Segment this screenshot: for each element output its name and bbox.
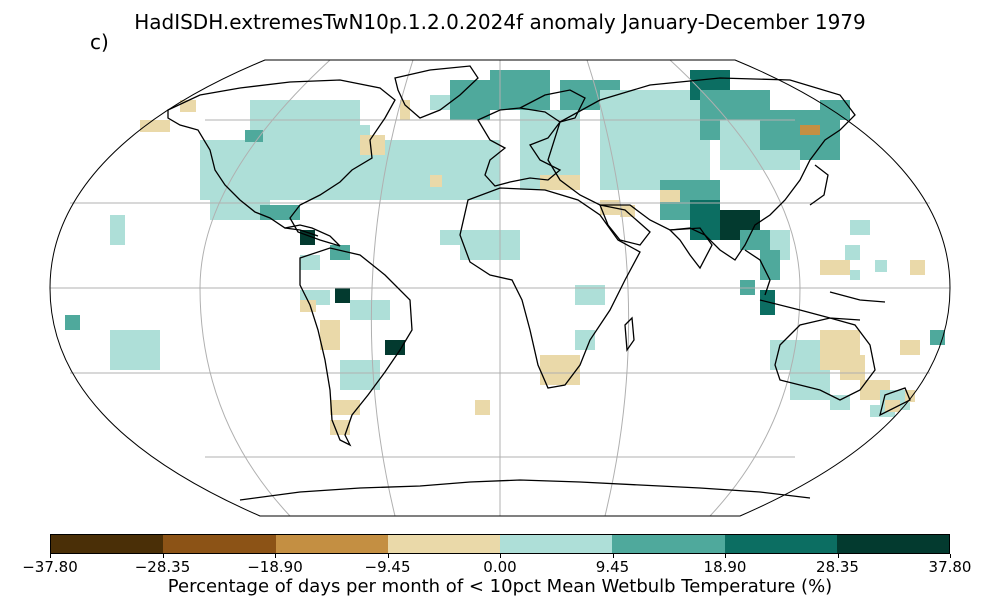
anomaly-cell <box>850 270 860 280</box>
colorbar-tick-label: 37.80 <box>928 558 972 576</box>
anomaly-cell <box>65 315 80 330</box>
anomaly-cell <box>245 130 263 142</box>
map-title: HadISDH.extremesTwN10p.1.2.0.2024f anoma… <box>134 10 866 34</box>
anomaly-cell <box>875 260 887 272</box>
colorbar-segment <box>500 535 613 553</box>
anomaly-cell <box>320 320 340 350</box>
graticule <box>50 59 950 517</box>
colorbar-segment <box>387 535 500 553</box>
colorbar-tick-label: −9.45 <box>364 558 411 576</box>
anomaly-cell <box>110 215 125 245</box>
colorbar-segment <box>836 535 949 553</box>
anomaly-cell <box>800 125 820 135</box>
anomaly-cell <box>210 200 270 220</box>
anomaly-cell <box>300 300 316 312</box>
anomaly-cell <box>840 355 865 380</box>
anomaly-cell <box>820 100 850 120</box>
anomaly-cell <box>140 120 170 132</box>
anomaly-cell <box>430 175 442 187</box>
anomaly-cell <box>490 70 550 110</box>
anomaly-cell <box>620 205 635 217</box>
anomaly-cell <box>790 370 830 400</box>
colorbar-tick-label: 18.90 <box>703 558 747 576</box>
map-boundary <box>49 59 951 517</box>
anomaly-grid-cells <box>65 70 945 435</box>
anomaly-cell <box>110 330 160 370</box>
anomaly-cell <box>335 288 350 303</box>
colorbar-tick-label: 0.00 <box>483 558 517 576</box>
anomaly-cell <box>660 190 680 202</box>
anomaly-cell <box>540 175 580 190</box>
colorbar-tick-label: 28.35 <box>816 558 859 576</box>
colorbar-tick-mark <box>950 554 951 558</box>
colorbar-tick-label: −18.90 <box>247 558 303 576</box>
colorbar-tick-mark <box>500 554 501 558</box>
anomaly-cell <box>575 330 595 350</box>
anomaly-cell <box>350 300 390 320</box>
anomaly-cell <box>820 260 850 275</box>
colorbar-tick-mark <box>612 554 614 558</box>
anomaly-cell <box>300 255 320 270</box>
anomaly-cell <box>910 260 925 275</box>
anomaly-cell <box>330 420 350 435</box>
colorbar-tick-label: −28.35 <box>134 558 191 576</box>
colorbar-segment <box>275 535 388 553</box>
anomaly-cell <box>575 285 605 305</box>
colorbar-segment <box>163 535 276 553</box>
world-map <box>49 59 951 517</box>
colorbar-tick-mark <box>275 554 276 558</box>
anomaly-cell <box>905 390 915 402</box>
anomaly-cell <box>885 400 900 412</box>
colorbar-segment <box>612 535 725 553</box>
anomaly-cell <box>900 340 920 355</box>
anomaly-cell <box>690 200 720 240</box>
colorbar-tick-label: −37.80 <box>22 558 78 576</box>
anomaly-cell <box>450 80 490 120</box>
anomaly-cell <box>260 205 300 220</box>
colorbar-tick-mark <box>50 554 51 558</box>
colorbar-tick-mark <box>162 554 164 558</box>
panel-label: c) <box>90 30 109 54</box>
anomaly-cell <box>440 230 460 245</box>
colorbar-tick-mark <box>837 554 839 558</box>
anomaly-cell <box>850 220 870 235</box>
anomaly-cell <box>330 400 360 415</box>
anomaly-cell <box>760 250 780 280</box>
anomaly-cell <box>600 90 710 190</box>
anomaly-cell <box>400 100 410 120</box>
colorbar-label: Percentage of days per month of < 10pct … <box>167 576 833 597</box>
coastlines <box>167 65 911 501</box>
colorbar-tick-mark <box>725 554 726 558</box>
anomaly-cell <box>845 245 860 260</box>
colorbar-segment <box>51 535 164 553</box>
anomaly-cell <box>180 100 196 112</box>
anomaly-cell <box>460 230 520 260</box>
anomaly-cell <box>830 395 850 410</box>
anomaly-cell <box>385 340 405 355</box>
colorbar-tick-label: 9.45 <box>595 558 630 576</box>
anomaly-cell <box>475 400 490 415</box>
anomaly-cell <box>540 355 580 385</box>
colorbar-segment <box>724 535 837 553</box>
colorbar <box>50 534 950 554</box>
colorbar-tick-mark <box>387 554 389 558</box>
anomaly-cell <box>360 135 385 155</box>
